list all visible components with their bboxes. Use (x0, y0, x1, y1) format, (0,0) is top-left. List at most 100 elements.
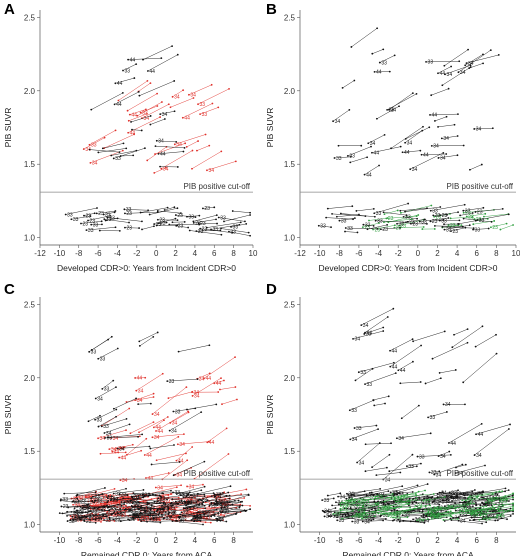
y-tick-label: 1.5 (24, 160, 36, 169)
trajectory-line (172, 492, 189, 495)
point-label: 24 (359, 504, 365, 510)
trajectory-line (404, 130, 423, 143)
cutoff-label: PIB positive cut-off (183, 469, 250, 478)
point-label: 33 (406, 509, 412, 515)
data-point (85, 516, 88, 519)
trajectory-line (395, 499, 430, 503)
data-point (149, 508, 152, 511)
trajectory-line (180, 514, 208, 517)
data-point (206, 169, 208, 172)
data-point (386, 512, 389, 515)
data-point (431, 501, 434, 504)
x-tick-label: 10 (249, 249, 258, 258)
data-point (91, 512, 94, 515)
data-point (174, 214, 177, 216)
point-label: 34 (154, 412, 160, 418)
trajectory-line (375, 220, 406, 223)
point-label: 23 (377, 495, 383, 501)
data-point (396, 209, 399, 212)
data-point (466, 341, 469, 344)
data-point (141, 228, 143, 231)
data-point (138, 508, 141, 511)
point-label: 33 (494, 509, 500, 515)
data-point (215, 214, 218, 217)
point-label: 33 (399, 222, 405, 228)
point-label: 23 (94, 494, 100, 500)
data-point (449, 517, 452, 520)
point-label: 33 (164, 504, 170, 510)
trajectory-line (346, 488, 381, 494)
data-point (372, 399, 375, 402)
data-point (460, 224, 463, 226)
data-point (461, 463, 464, 466)
data-point (464, 496, 467, 499)
data-point (97, 513, 100, 516)
trajectory-line (186, 404, 217, 410)
data-point (424, 489, 426, 492)
trajectory-line (463, 353, 497, 383)
trajectory-line (441, 507, 453, 512)
data-point (187, 226, 190, 229)
data-point (464, 506, 467, 509)
trajectory-line (350, 156, 368, 163)
data-point (418, 220, 421, 223)
data-point (363, 333, 366, 335)
data-point (179, 212, 182, 215)
data-point (229, 485, 232, 488)
trajectory-line (367, 224, 388, 230)
trajectory-line (157, 510, 169, 513)
data-point (91, 499, 94, 502)
trajectory-line (477, 214, 509, 221)
panel-letter: C (4, 281, 15, 298)
data-point (101, 223, 103, 226)
data-point (339, 505, 342, 507)
data-point (424, 508, 427, 511)
x-tick-label: 4 (193, 536, 198, 545)
data-point (512, 498, 514, 501)
trajectory-line (349, 400, 374, 411)
data-point (208, 344, 211, 347)
point-label: 33 (80, 499, 86, 505)
trajectory-line (214, 380, 225, 384)
data-point (140, 449, 143, 452)
point-label: 33 (172, 502, 178, 508)
data-point (100, 220, 103, 223)
point-label: 23 (430, 513, 436, 519)
data-point (496, 508, 499, 511)
point-label: 33 (213, 227, 219, 233)
point-label: 34 (83, 515, 89, 521)
data-point (339, 212, 342, 215)
trajectory-line (442, 66, 471, 86)
trajectory-line (446, 495, 465, 499)
data-point (449, 454, 452, 456)
trajectory-line (101, 418, 127, 427)
data-point (218, 498, 221, 501)
data-point (449, 217, 452, 220)
trajectory-line (383, 502, 397, 506)
point-label: 33 (408, 464, 414, 470)
data-point (427, 514, 430, 517)
data-point (349, 161, 352, 164)
point-label: 23 (492, 225, 498, 231)
point-label: 34 (172, 421, 178, 427)
data-point (215, 218, 217, 221)
data-point (401, 485, 404, 488)
data-point (424, 505, 427, 508)
point-label: 33 (100, 505, 106, 511)
data-point (165, 166, 167, 169)
data-point (155, 430, 157, 432)
data-point (489, 510, 492, 513)
trajectory-line (84, 520, 96, 524)
point-label: 34 (143, 116, 149, 122)
trajectory-line (181, 505, 205, 513)
data-point (135, 63, 138, 66)
trajectory-line (177, 441, 209, 445)
data-point (349, 507, 352, 510)
data-point (203, 504, 206, 507)
point-label: 34 (457, 471, 463, 477)
data-point (493, 507, 496, 510)
point-label: 44 (450, 441, 456, 447)
trajectory-line (85, 509, 110, 513)
data-point (114, 513, 117, 516)
data-point (131, 516, 134, 519)
